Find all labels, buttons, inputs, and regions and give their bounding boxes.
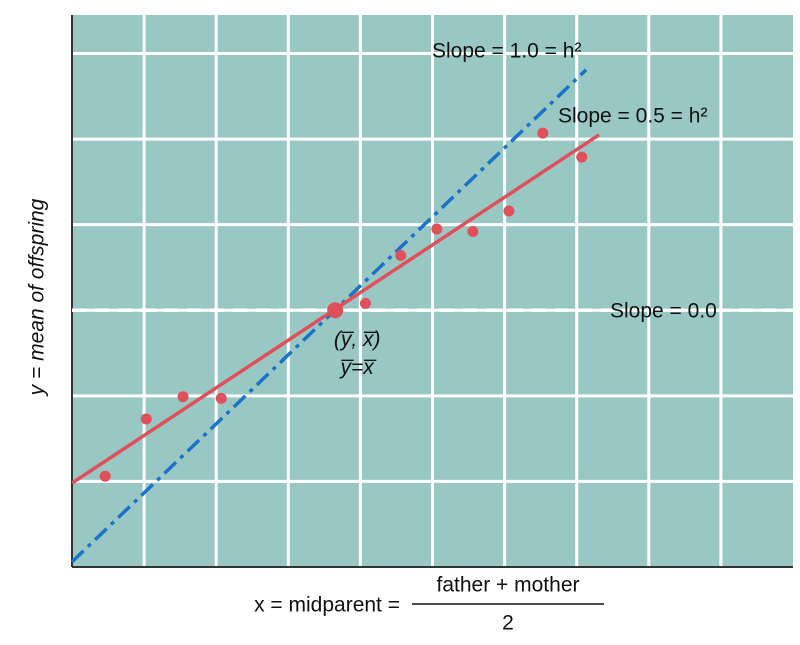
fit-line <box>70 68 588 564</box>
data-point <box>177 391 189 403</box>
line-label: Slope = 0.5 = h² <box>558 105 707 128</box>
data-point <box>503 205 515 217</box>
data-point <box>99 470 111 482</box>
data-point <box>431 223 443 235</box>
data-point <box>395 249 407 261</box>
data-point <box>467 226 479 238</box>
x-label-denominator: 2 <box>502 612 514 635</box>
line-label: Slope = 0.0 <box>610 300 717 323</box>
line-label: Slope = 1.0 = h² <box>432 40 581 63</box>
mean-label: (y̅, x̅) <box>334 328 381 351</box>
x-axis-label: x = midparent = <box>254 594 400 617</box>
data-point <box>215 392 227 404</box>
mean-point <box>327 302 344 319</box>
data-point <box>576 151 588 163</box>
y-axis-label: y = mean of offspring <box>26 198 49 397</box>
data-point <box>537 127 549 139</box>
mean-label: y̅=x̅ <box>339 356 378 379</box>
data-point <box>359 297 371 309</box>
data-point <box>140 413 152 425</box>
x-label-numerator: father + mother <box>437 574 580 597</box>
